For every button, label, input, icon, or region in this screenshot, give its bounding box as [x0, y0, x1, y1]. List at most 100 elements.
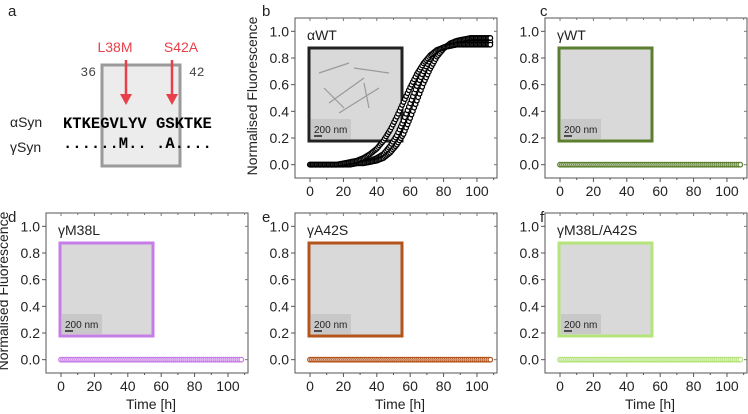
chart-title: γM38L/A42S	[557, 222, 637, 238]
fibril	[323, 87, 345, 109]
y-tick-label: 0.4	[520, 298, 540, 314]
scale-bar-background	[311, 314, 351, 334]
y-tick-label: 0.2	[270, 130, 290, 146]
x-tick-label: 100	[715, 378, 739, 394]
x-tick-label: 40	[619, 183, 635, 199]
y-tick-label: 0.0	[520, 157, 540, 173]
data-point	[487, 41, 494, 48]
chart-panel-f: 0 20 40 60 80 100 0.0 0.2 0.4 0.6 0.8 1.0 Time [h] γM…	[520, 212, 748, 412]
data-point	[737, 356, 744, 363]
y-tick-label: 0.8	[270, 245, 290, 261]
x-tick-label: 20	[87, 378, 103, 394]
mutation-label-s42a: S42A	[164, 39, 199, 55]
fibril	[353, 67, 390, 74]
row-label-gsyn: γSyn	[10, 139, 41, 155]
x-tick-label: 80	[436, 183, 452, 199]
panel-letter-a: a	[8, 3, 17, 20]
x-tick-label: 100	[216, 378, 240, 394]
panel-letter-d: d	[8, 209, 16, 226]
y-tick-label: 0.8	[270, 50, 290, 66]
x-tick-label: 60	[402, 378, 418, 394]
chart-panel-c: 0 20 40 60 80 100 0.0 0.2 0.4 0.6 0.8 1.0 γWT 200 nm	[520, 17, 748, 199]
y-tick-label: 0.6	[520, 272, 540, 288]
y-tick-label: 0.6	[270, 272, 290, 288]
x-tick-label: 40	[120, 378, 136, 394]
x-tick-label: 20	[586, 183, 602, 199]
x-tick-label: 40	[369, 378, 385, 394]
sequence-gsyn: ......M.. .A....	[63, 135, 212, 153]
scale-bar-label: 200 nm	[314, 320, 347, 331]
x-tick-label: 20	[336, 183, 352, 199]
panel-letter-c: c	[540, 3, 548, 20]
x-tick-label: 40	[619, 378, 635, 394]
y-tick-label: 1.0	[270, 23, 290, 39]
y-axis-label: Normalised Fluorescence	[244, 16, 260, 175]
y-tick-label: 0.8	[520, 50, 540, 66]
sequence-asyn: KTKEGVLYV GSKTKE	[63, 115, 212, 133]
fibril	[363, 82, 370, 109]
tem-inset-image	[307, 46, 404, 143]
x-axis-label: Time [h]	[126, 396, 176, 412]
y-tick-label: 0.2	[520, 130, 540, 146]
chart-panel-d: 0 20 40 60 80 100 0.0 0.2 0.4 0.6 0.8 1.0 Normalised…	[0, 211, 249, 412]
y-tick-label: 0.6	[270, 77, 290, 93]
data-point	[487, 35, 494, 41]
chart-title: αWT	[307, 27, 337, 43]
fibril	[338, 87, 380, 114]
x-tick-label: 100	[465, 183, 489, 199]
x-tick-label: 80	[436, 378, 452, 394]
position-36: 36	[80, 65, 96, 80]
data-point	[737, 161, 744, 168]
y-tick-label: 1.0	[520, 218, 540, 234]
y-tick-label: 0.8	[21, 245, 41, 261]
y-tick-label: 1.0	[21, 218, 41, 234]
x-tick-label: 60	[652, 183, 668, 199]
y-tick-label: 0.2	[520, 325, 540, 341]
position-42: 42	[189, 65, 205, 80]
chart-title: γA42S	[307, 222, 348, 238]
y-tick-label: 0.4	[520, 103, 540, 119]
chart-panel-b: 0 20 40 60 80 100 0.0 0.2 0.4 0.6 0.8 1.0 Normalised…	[244, 16, 498, 199]
series-1	[307, 356, 494, 363]
y-tick-label: 0.0	[270, 157, 290, 173]
scale-bar-label: 200 nm	[564, 125, 597, 136]
row-label-asyn: αSyn	[10, 114, 42, 130]
x-tick-label: 0	[306, 183, 314, 199]
arrow-head-l38m	[120, 94, 132, 105]
x-tick-label: 20	[336, 378, 352, 394]
x-axis-label: Time [h]	[625, 396, 675, 412]
y-tick-label: 0.0	[520, 352, 540, 368]
y-tick-label: 0.6	[21, 272, 41, 288]
data-point	[238, 356, 245, 363]
scale-bar-label: 200 nm	[65, 320, 98, 331]
y-tick-label: 0.2	[21, 325, 41, 341]
mutation-region-box	[100, 63, 182, 168]
x-tick-label: 60	[153, 378, 169, 394]
x-tick-label: 100	[465, 378, 489, 394]
x-tick-label: 80	[187, 378, 203, 394]
x-tick-label: 20	[586, 378, 602, 394]
series-1	[557, 161, 744, 168]
y-tick-label: 0.4	[270, 103, 290, 119]
scale-bar-background	[561, 119, 601, 139]
x-tick-label: 80	[686, 183, 702, 199]
y-axis-label: Normalised Fluorescence	[0, 211, 11, 370]
chart-title: γM38L	[58, 222, 100, 238]
x-axis-label: Time [h]	[375, 396, 425, 412]
fibril	[318, 62, 350, 74]
x-tick-label: 0	[306, 378, 314, 394]
y-tick-label: 0.4	[270, 298, 290, 314]
series-3	[307, 41, 494, 168]
panel-letter-f: f	[540, 209, 545, 226]
sequence-alignment-panel: L38M S42A 36 42 αSyn γSyn KTKEGVLYV GSKT…	[10, 39, 212, 168]
x-tick-label: 100	[715, 183, 739, 199]
series-1	[557, 356, 744, 363]
x-tick-label: 0	[556, 378, 564, 394]
x-tick-label: 0	[556, 183, 564, 199]
mutation-label-l38m: L38M	[97, 39, 132, 55]
y-tick-label: 0.2	[270, 325, 290, 341]
scale-bar-background	[311, 119, 351, 139]
y-tick-label: 0.8	[520, 245, 540, 261]
y-tick-label: 1.0	[270, 218, 290, 234]
